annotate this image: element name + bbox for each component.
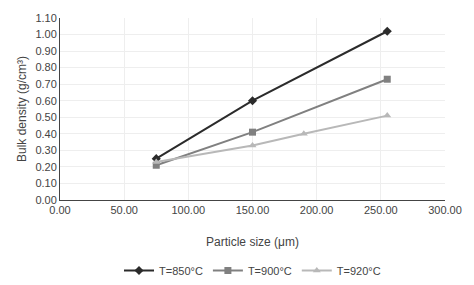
svg-text:150.00: 150.00 — [236, 204, 270, 216]
svg-text:T=900°C: T=900°C — [248, 265, 292, 277]
svg-text:Particle size (μm): Particle size (μm) — [206, 235, 299, 249]
svg-text:0.70: 0.70 — [35, 78, 56, 90]
svg-text:T=920°C: T=920°C — [337, 265, 381, 277]
svg-text:0.00: 0.00 — [35, 194, 56, 206]
svg-text:100.00: 100.00 — [172, 204, 206, 216]
svg-text:300.00: 300.00 — [428, 204, 462, 216]
svg-text:0.50: 0.50 — [35, 111, 56, 123]
svg-text:T=850°C: T=850°C — [159, 265, 203, 277]
svg-text:1.00: 1.00 — [35, 28, 56, 40]
svg-text:0.30: 0.30 — [35, 144, 56, 156]
svg-text:0.20: 0.20 — [35, 161, 56, 173]
svg-text:0.80: 0.80 — [35, 61, 56, 73]
svg-text:50.00: 50.00 — [110, 204, 138, 216]
svg-text:0.60: 0.60 — [35, 95, 56, 107]
svg-text:1.10: 1.10 — [35, 12, 56, 24]
svg-text:200.00: 200.00 — [300, 204, 334, 216]
svg-text:0.90: 0.90 — [35, 45, 56, 57]
svg-text:0.00: 0.00 — [49, 204, 70, 216]
svg-text:0.40: 0.40 — [35, 128, 56, 140]
svg-text:Bulk density (g/cm³): Bulk density (g/cm³) — [15, 56, 29, 162]
svg-text:0.10: 0.10 — [35, 177, 56, 189]
svg-text:250.00: 250.00 — [364, 204, 398, 216]
